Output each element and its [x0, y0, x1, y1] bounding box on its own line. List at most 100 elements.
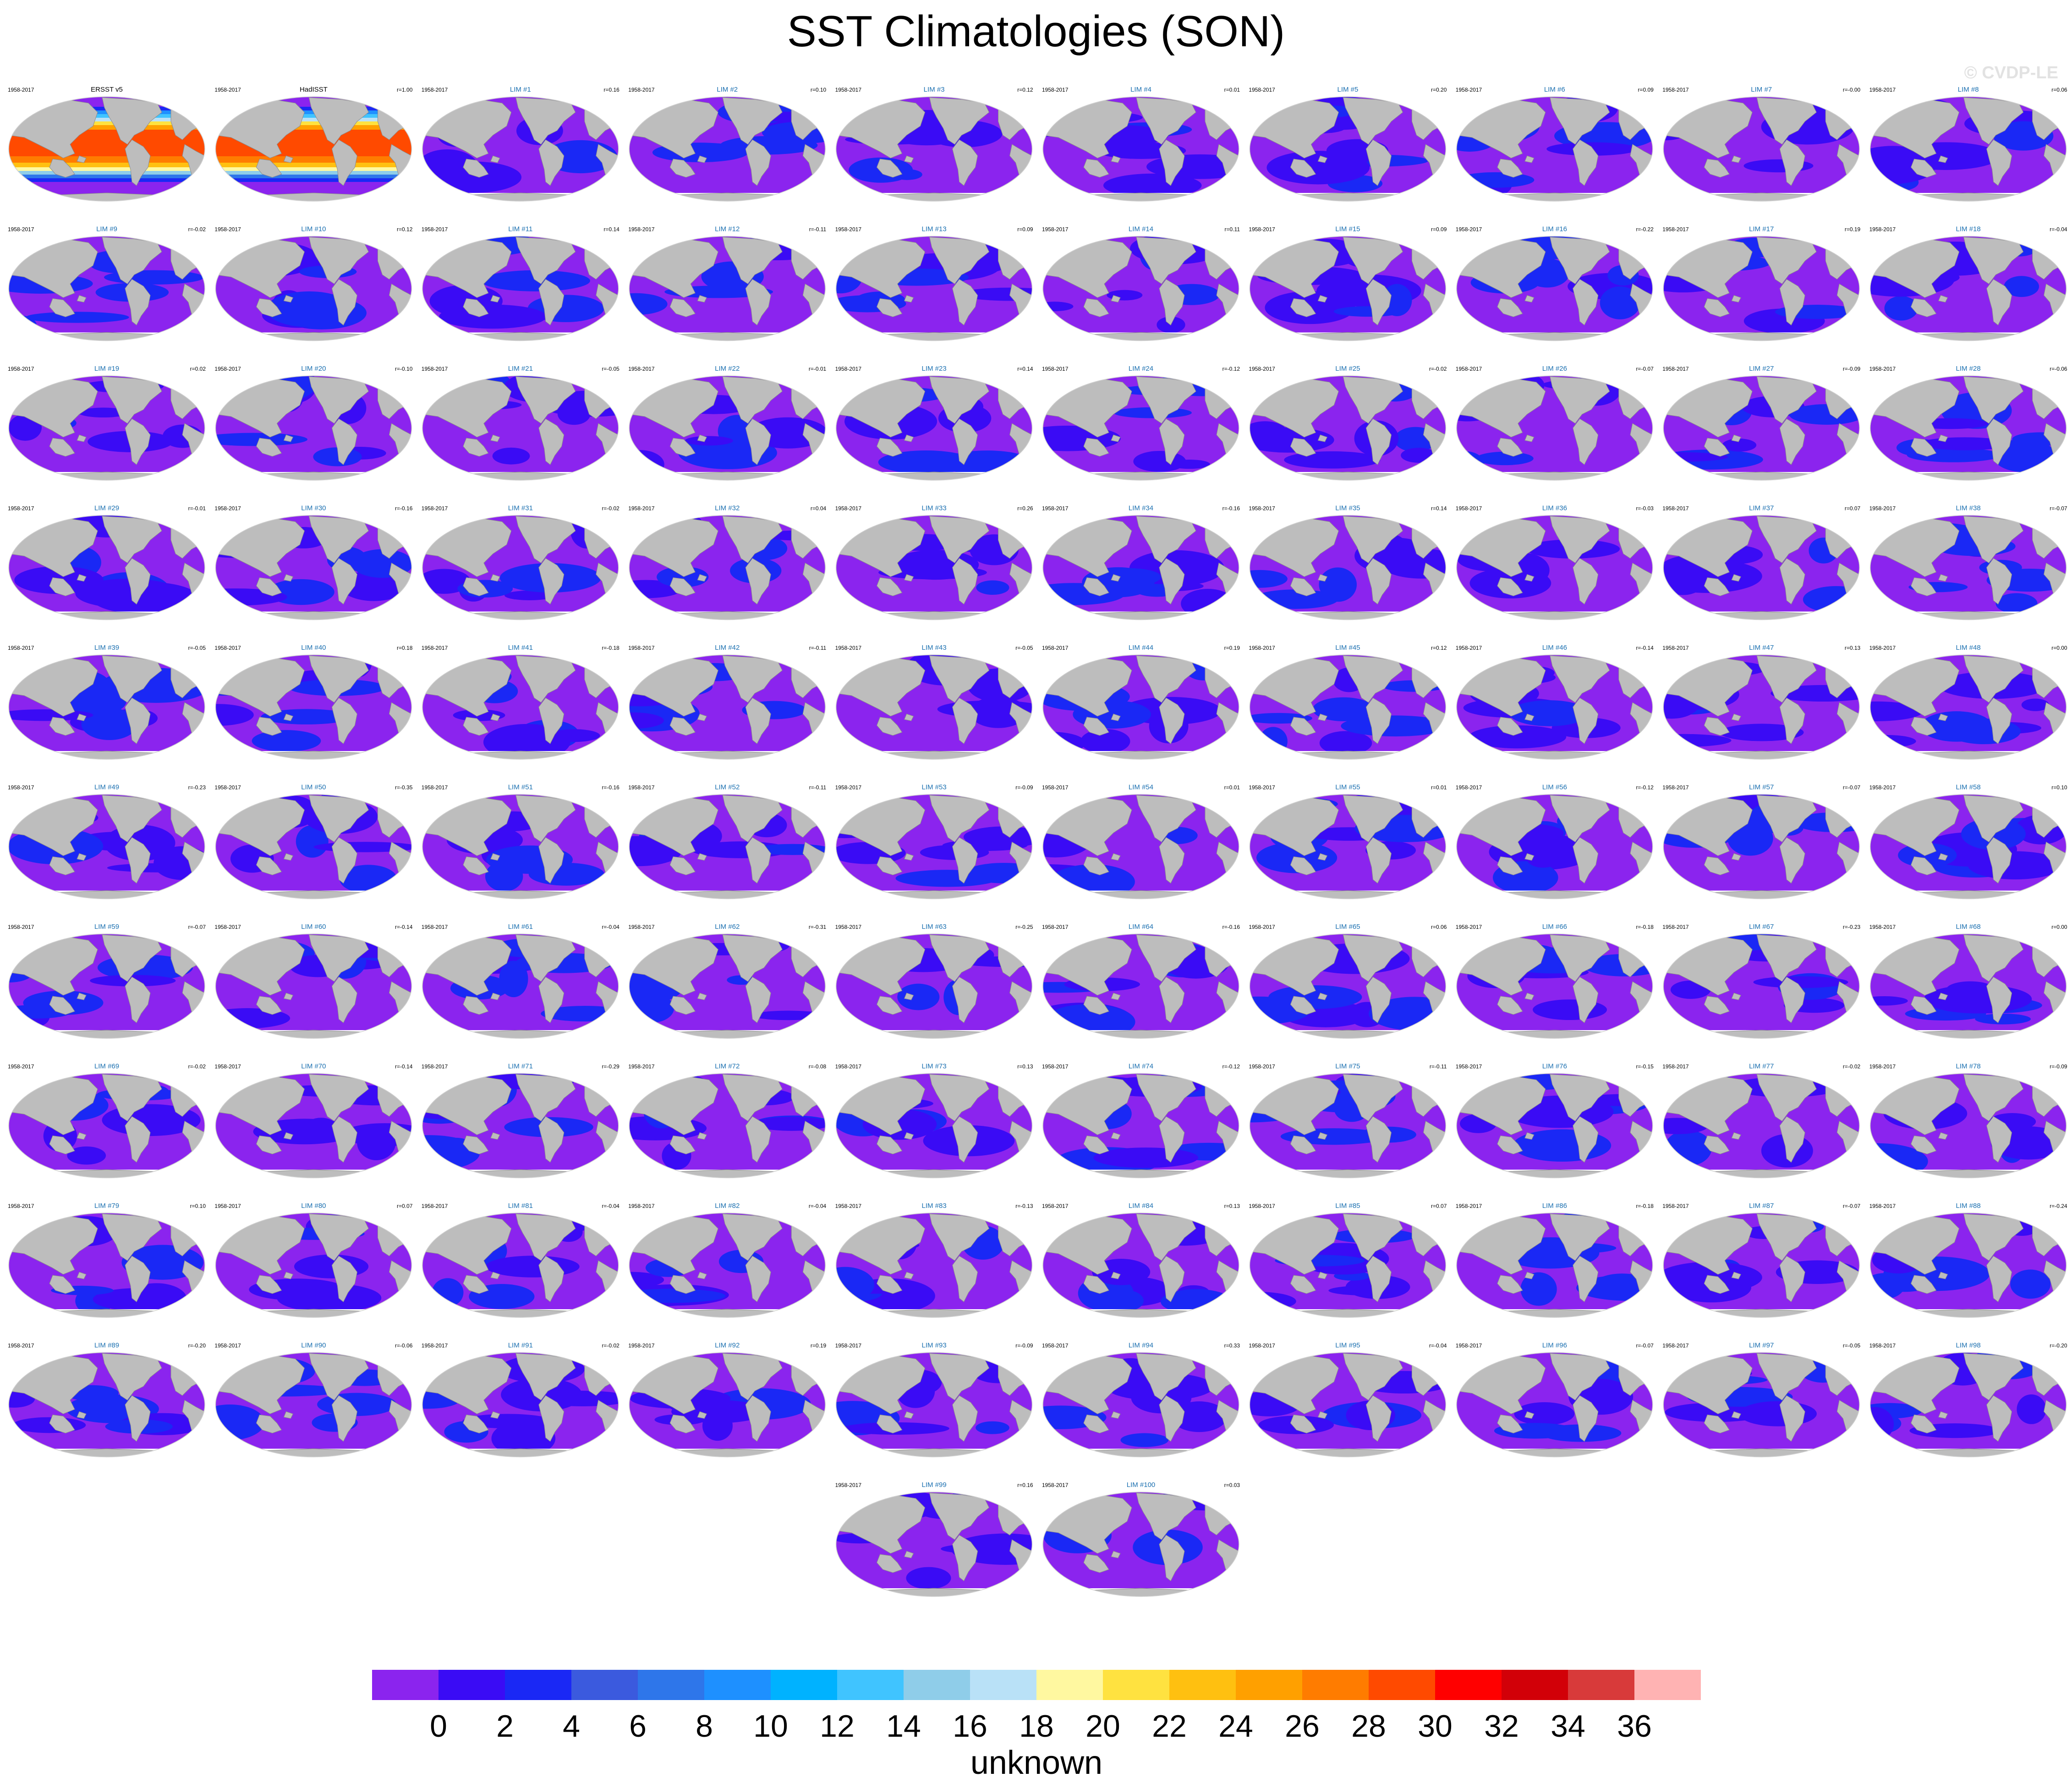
- colorbar-swatch: [970, 1670, 1036, 1700]
- panel-correlation: r=0.16: [603, 87, 619, 93]
- panel-period: 1958-2017: [422, 645, 448, 651]
- panel-period: 1958-2017: [422, 1064, 448, 1070]
- map-globe: [1663, 515, 1860, 620]
- panel-title: LIM #28: [1956, 365, 1980, 373]
- panel-correlation: r=-0.11: [809, 645, 827, 651]
- panel-correlation: r=-0.07: [188, 924, 206, 930]
- panel-period: 1958-2017: [1456, 1343, 1482, 1349]
- panel-correlation: r=0.02: [190, 366, 206, 372]
- panel-title: LIM #83: [921, 1202, 946, 1210]
- panel-period: 1958-2017: [1869, 1064, 1896, 1070]
- panel-title: LIM #47: [1749, 644, 1774, 652]
- panel-title: LIM #52: [715, 784, 740, 791]
- panel-period: 1958-2017: [835, 505, 862, 512]
- panel-correlation: r=-0.12: [1222, 1064, 1240, 1070]
- map-panel: 1958-2017 LIM #66 r=-0.18: [1456, 923, 1654, 1039]
- panel-period: 1958-2017: [1249, 924, 1275, 930]
- panel-correlation: r=0.19: [1224, 645, 1240, 651]
- panel-title: LIM #3: [924, 86, 945, 93]
- panel-correlation: r=-0.07: [2050, 505, 2067, 512]
- panel-title: LIM #70: [301, 1063, 326, 1070]
- panel-period: 1958-2017: [1249, 1203, 1275, 1209]
- panel-title: LIM #32: [715, 505, 740, 512]
- panel-period: 1958-2017: [1042, 1064, 1069, 1070]
- panel-period: 1958-2017: [422, 924, 448, 930]
- panel-title: LIM #66: [1542, 923, 1567, 931]
- map-globe: [836, 655, 1032, 759]
- panel-period: 1958-2017: [628, 1343, 655, 1349]
- panel-correlation: r=-0.09: [2050, 1064, 2067, 1070]
- panel-title: LIM #73: [921, 1063, 946, 1070]
- colorbar-tick-label: 34: [1551, 1709, 1585, 1744]
- panel-correlation: r=0.09: [1638, 87, 1654, 93]
- panel-title: LIM #49: [94, 784, 119, 791]
- panel-period: 1958-2017: [1662, 1064, 1689, 1070]
- panel-title: LIM #88: [1956, 1202, 1980, 1210]
- panel-period: 1958-2017: [1249, 226, 1275, 233]
- panel-correlation: r=-0.04: [809, 1203, 827, 1209]
- panel-correlation: r=-0.12: [1636, 785, 1654, 791]
- panel-correlation: r=-0.16: [1222, 505, 1240, 512]
- panel-title: LIM #22: [715, 365, 740, 373]
- map-globe: [9, 1213, 205, 1317]
- panel-title: LIM #65: [1335, 923, 1360, 931]
- panel-correlation: r=-0.14: [1636, 645, 1654, 651]
- panel-correlation: r=-0.09: [1015, 785, 1033, 791]
- panel-title: LIM #20: [301, 365, 326, 373]
- panel-correlation: r=1.00: [397, 87, 413, 93]
- panel-correlation: r=-0.18: [602, 645, 619, 651]
- panel-correlation: r=0.09: [1431, 226, 1447, 233]
- panel-correlation: r=-0.11: [809, 226, 827, 233]
- panel-title: LIM #92: [715, 1342, 740, 1350]
- panel-period: 1958-2017: [628, 1203, 655, 1209]
- colorbar-tick-label: 26: [1285, 1709, 1320, 1744]
- panel-period: 1958-2017: [1042, 366, 1069, 372]
- panel-title: LIM #43: [921, 644, 946, 652]
- panel-correlation: r=-0.02: [602, 505, 619, 512]
- panel-period: 1958-2017: [628, 924, 655, 930]
- map-panel: 1958-2017 LIM #37 r=0.07: [1662, 505, 1861, 620]
- panel-period: 1958-2017: [8, 785, 34, 791]
- map-panel: 1958-2017 LIM #79 r=0.10: [8, 1202, 206, 1318]
- map-globe: [1663, 794, 1860, 899]
- panel-period: 1958-2017: [628, 87, 655, 93]
- panel-title: LIM #27: [1749, 365, 1774, 373]
- panel-correlation: r=-0.04: [2050, 226, 2067, 233]
- map-panel: 1958-2017 LIM #27 r=-0.09: [1662, 365, 1861, 481]
- panel-title: HadISST: [300, 86, 328, 93]
- panel-correlation: r=-0.35: [395, 785, 413, 791]
- panel-title: LIM #24: [1129, 365, 1153, 373]
- panel-period: 1958-2017: [1456, 645, 1482, 651]
- panel-period: 1958-2017: [835, 87, 862, 93]
- map-panel: 1958-2017 LIM #10 r=0.12: [214, 225, 413, 341]
- panel-period: 1958-2017: [1869, 1203, 1896, 1209]
- map-globe: [1456, 376, 1653, 480]
- map-panel: 1958-2017 LIM #36 r=-0.03: [1456, 505, 1654, 620]
- panel-period: 1958-2017: [422, 1343, 448, 1349]
- panel-title: LIM #9: [96, 225, 117, 233]
- panel-title: LIM #96: [1542, 1342, 1567, 1350]
- map-globe: [1043, 97, 1239, 201]
- panel-title: LIM #13: [921, 225, 946, 233]
- panel-period: 1958-2017: [1042, 505, 1069, 512]
- panel-correlation: r=0.19: [1845, 226, 1861, 233]
- panel-period: 1958-2017: [8, 87, 34, 93]
- panel-title: LIM #87: [1749, 1202, 1774, 1210]
- panel-correlation: r=0.07: [397, 1203, 413, 1209]
- panel-correlation: r=-0.16: [602, 785, 619, 791]
- panel-title: LIM #64: [1129, 923, 1153, 931]
- colorbar-swatch: [771, 1670, 837, 1700]
- panel-correlation: r=0.00: [2051, 645, 2067, 651]
- panel-correlation: r=-0.05: [188, 645, 206, 651]
- panel-title: LIM #41: [508, 644, 533, 652]
- map-globe: [836, 97, 1032, 201]
- panel-period: 1958-2017: [1456, 1203, 1482, 1209]
- panel-correlation: r=0.01: [1224, 87, 1240, 93]
- panel-title: LIM #71: [508, 1063, 533, 1070]
- panel-title: LIM #38: [1956, 505, 1980, 512]
- panel-period: 1958-2017: [1456, 505, 1482, 512]
- panel-title: LIM #62: [715, 923, 740, 931]
- panel-correlation: r=-0.08: [809, 1064, 827, 1070]
- panel-period: 1958-2017: [1042, 1203, 1069, 1209]
